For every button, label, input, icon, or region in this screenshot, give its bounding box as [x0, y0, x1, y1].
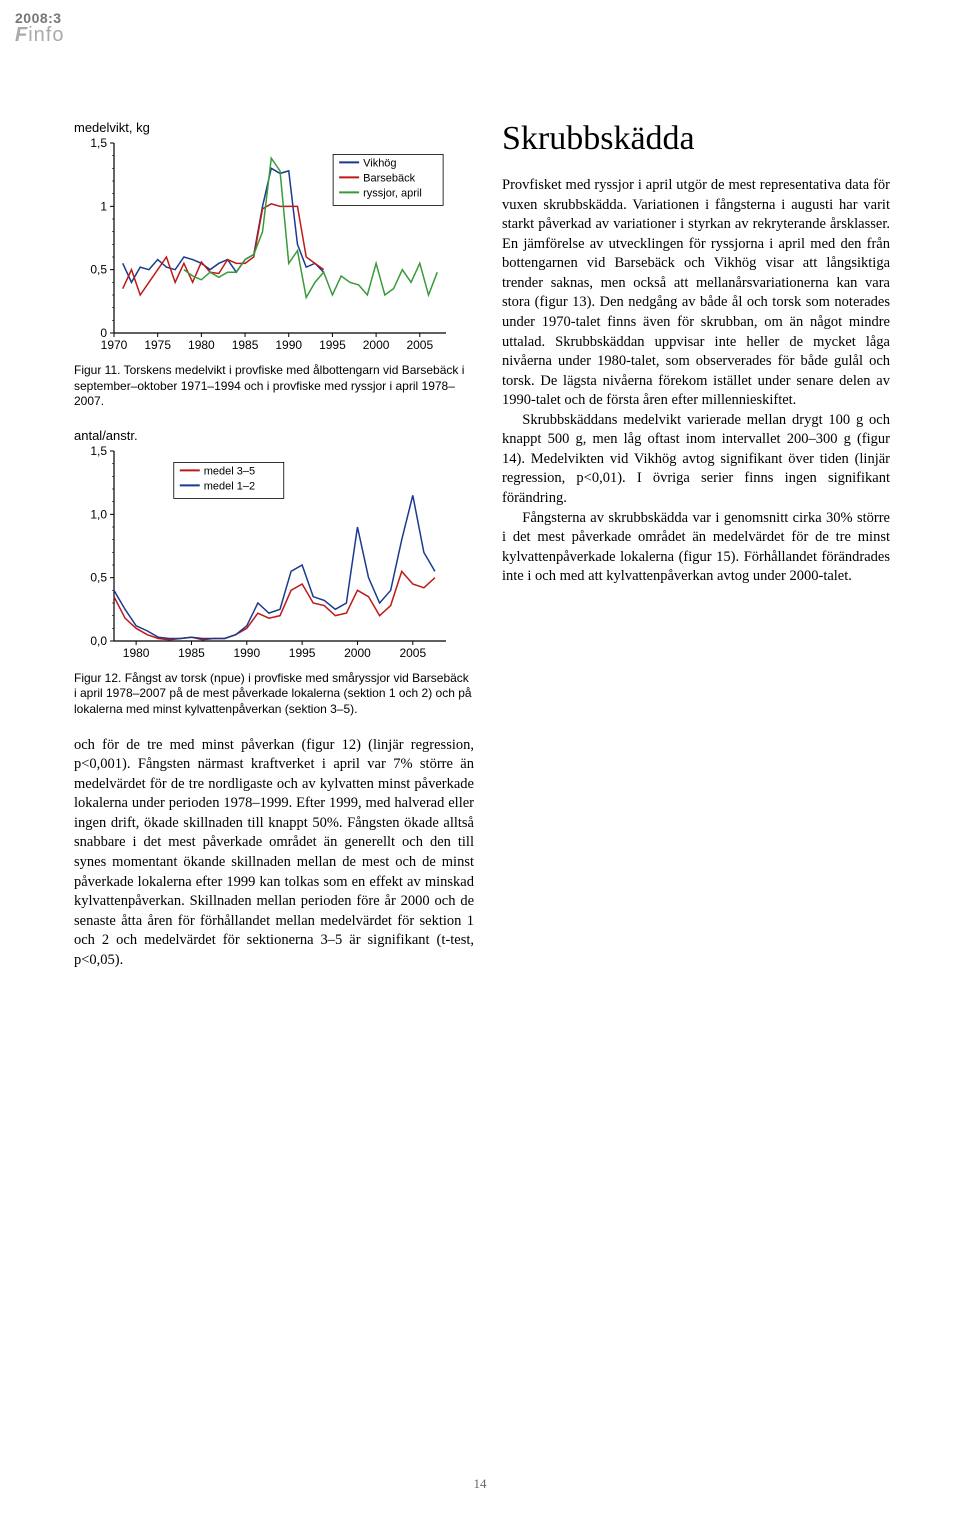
svg-text:1970: 1970: [101, 338, 128, 352]
svg-text:0,0: 0,0: [90, 634, 107, 648]
svg-text:Vikhög: Vikhög: [363, 157, 396, 169]
svg-text:1,5: 1,5: [90, 445, 107, 458]
svg-text:0,5: 0,5: [90, 263, 107, 277]
svg-text:0,5: 0,5: [90, 570, 107, 584]
section-title: Skrubbskädda: [502, 120, 890, 158]
svg-text:1980: 1980: [123, 646, 150, 660]
svg-text:1995: 1995: [319, 338, 346, 352]
svg-text:2000: 2000: [344, 646, 371, 660]
page-header: 2008:3 Finfo: [15, 10, 64, 47]
left-body-text: och för de tre med minst påverkan (figur…: [74, 736, 474, 971]
svg-text:1990: 1990: [275, 338, 302, 352]
svg-text:1985: 1985: [178, 646, 205, 660]
svg-text:2005: 2005: [406, 338, 433, 352]
svg-text:medel 1–2: medel 1–2: [204, 480, 255, 492]
figure-11-caption: Figur 11. Torskens medelvikt i provfiske…: [74, 363, 474, 410]
svg-text:1,0: 1,0: [90, 507, 107, 521]
brand-label: Finfo: [15, 24, 64, 47]
svg-text:medel 3–5: medel 3–5: [204, 465, 255, 477]
svg-text:1985: 1985: [232, 338, 259, 352]
svg-text:2000: 2000: [363, 338, 390, 352]
svg-text:Barsebäck: Barsebäck: [363, 172, 415, 184]
right-body-text: Provfisket med ryssjor i april utgör de …: [502, 176, 890, 587]
figure-11: medelvikt, kg 00,511,5197019751980198519…: [74, 120, 474, 410]
chart2-ylabel: antal/anstr.: [74, 428, 474, 443]
chart2-svg: 0,0 0,5 1,0 1,5 1980 1985 1990 1995 2000 2005 mede…: [74, 445, 454, 665]
svg-text:ryssjor, april: ryssjor, april: [363, 187, 422, 199]
chart1-ylabel: medelvikt, kg: [74, 120, 474, 135]
figure-12-caption: Figur 12. Fångst av torsk (npue) i provf…: [74, 671, 474, 718]
svg-text:2005: 2005: [399, 646, 426, 660]
svg-text:1990: 1990: [233, 646, 260, 660]
svg-text:1975: 1975: [144, 338, 171, 352]
figure-12: antal/anstr. 0,0 0,5 1,0 1,5 1980 1985 1990 199…: [74, 428, 474, 718]
svg-text:1,5: 1,5: [90, 137, 107, 150]
svg-text:1980: 1980: [188, 338, 215, 352]
svg-text:1: 1: [100, 199, 107, 213]
page-number: 14: [0, 1476, 960, 1492]
chart1-svg: 00,511,519701975198019851990199520002005…: [74, 137, 454, 357]
svg-text:1995: 1995: [289, 646, 316, 660]
